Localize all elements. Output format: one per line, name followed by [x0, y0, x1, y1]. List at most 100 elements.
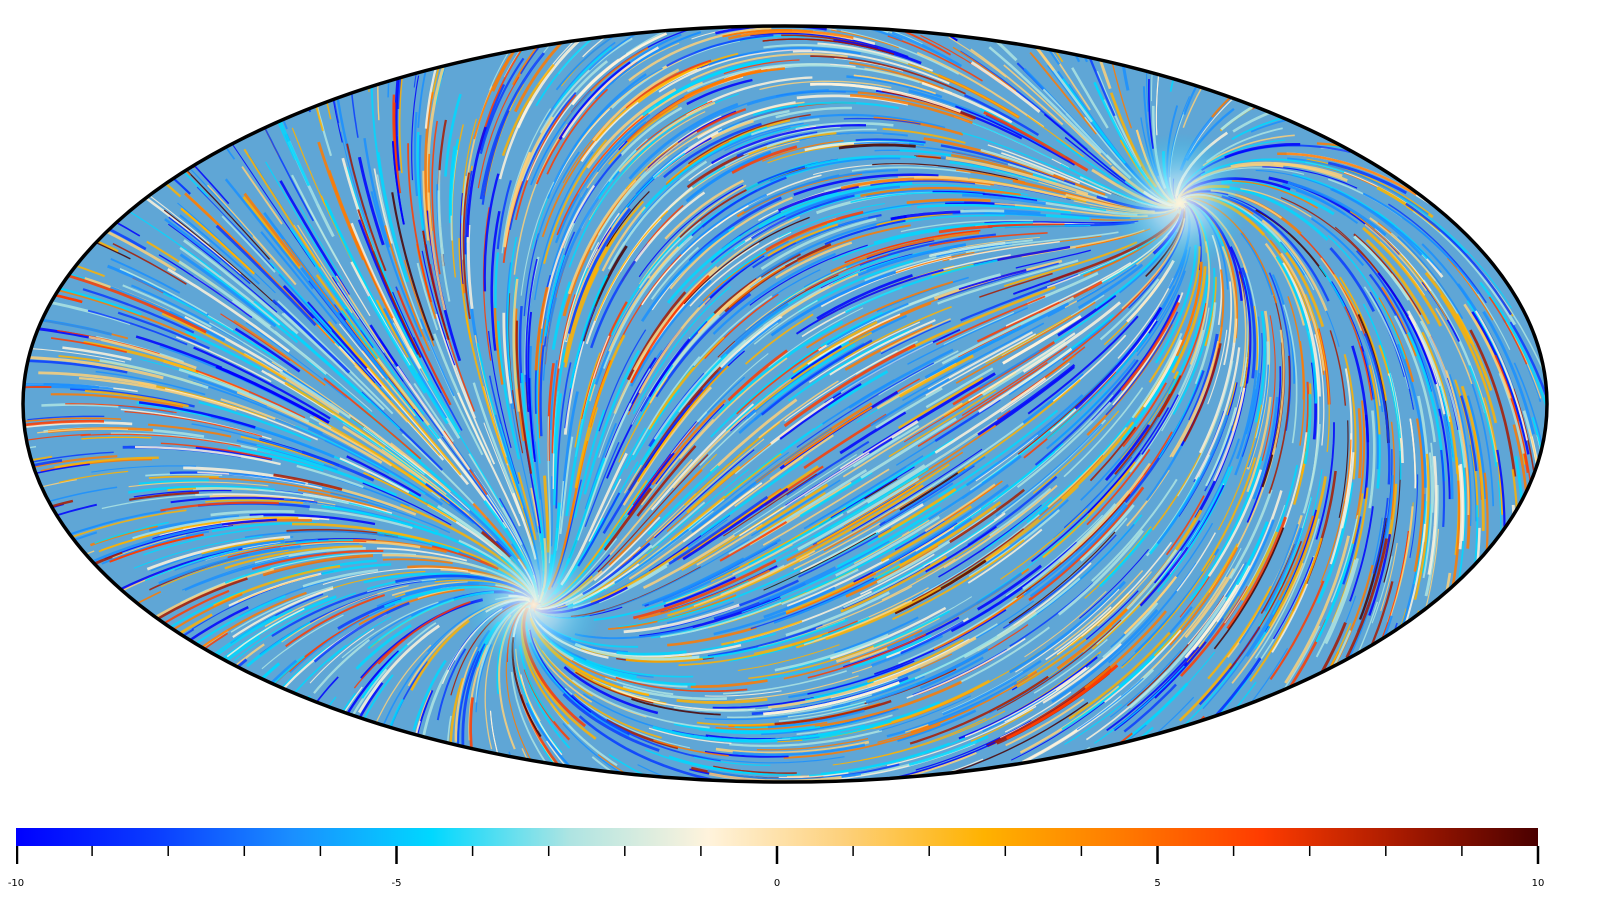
field-line — [179, 214, 260, 285]
field-line — [148, 423, 232, 438]
field-line — [924, 302, 1070, 379]
field-line — [181, 555, 289, 591]
field-line — [540, 247, 565, 344]
field-line — [230, 585, 334, 633]
field-line — [637, 764, 772, 782]
field-line — [245, 322, 348, 399]
field-line — [848, 302, 932, 343]
field-line — [944, 480, 1003, 522]
field-line — [233, 319, 326, 386]
field-line — [370, 191, 423, 338]
field-line — [632, 559, 777, 620]
field-line — [767, 709, 865, 729]
field-line — [249, 513, 376, 526]
field-line — [201, 538, 285, 555]
field-line — [555, 36, 613, 91]
field-line — [392, 94, 398, 172]
field-line — [262, 554, 374, 577]
field-line — [571, 32, 668, 106]
field-line — [943, 484, 1058, 569]
field-line — [1176, 532, 1217, 592]
field-line — [1033, 348, 1131, 441]
field-line — [830, 677, 898, 699]
field-line — [540, 184, 596, 329]
field-line — [1468, 375, 1495, 507]
field-line — [82, 60, 196, 169]
field-line — [750, 32, 909, 58]
field-line — [301, 450, 375, 482]
field-line — [27, 415, 105, 421]
field-line — [1368, 273, 1407, 335]
field-line — [1438, 385, 1455, 462]
field-line — [682, 487, 789, 561]
field-line — [867, 638, 964, 683]
field-line — [505, 661, 536, 769]
field-line — [980, 149, 1055, 176]
field-line — [163, 209, 277, 306]
field-line — [702, 318, 782, 391]
field-line — [601, 206, 646, 272]
field-line — [1374, 228, 1432, 292]
field-line — [784, 184, 901, 218]
field-line — [704, 750, 789, 758]
field-line — [638, 184, 744, 278]
field-line — [992, 224, 1091, 229]
field-line — [693, 295, 773, 367]
field-line — [1207, 329, 1228, 405]
field-line — [899, 354, 974, 398]
field-line — [712, 252, 837, 335]
field-line — [574, 642, 700, 661]
field-line — [473, 55, 511, 140]
field-line — [358, 588, 465, 626]
field-line — [1005, 514, 1104, 597]
field-line — [100, 525, 190, 551]
colorbar-ticks — [16, 846, 1540, 864]
field-line — [676, 697, 768, 704]
field-line — [1008, 580, 1126, 674]
field-line — [786, 557, 890, 608]
field-line — [1397, 195, 1513, 309]
field-line — [982, 340, 1067, 396]
field-line — [816, 463, 950, 545]
field-line — [289, 603, 396, 674]
field-line — [564, 207, 629, 340]
field-line — [646, 468, 750, 555]
field-line — [1003, 64, 1113, 166]
field-line — [177, 202, 276, 294]
field-line — [412, 659, 447, 731]
field-line — [1235, 521, 1269, 586]
field-line — [119, 268, 208, 315]
field-line — [1217, 404, 1263, 531]
field-line — [1409, 418, 1417, 489]
field-line — [376, 547, 468, 562]
field-line — [758, 566, 837, 604]
field-line — [107, 264, 209, 317]
field-line — [1131, 332, 1183, 419]
field-line — [807, 313, 901, 365]
field-line — [804, 253, 889, 291]
field-line — [1060, 421, 1135, 501]
field-line — [1252, 77, 1331, 110]
field-line — [840, 341, 934, 394]
field-line — [1277, 152, 1417, 196]
field-line — [449, 138, 460, 216]
field-line — [857, 243, 967, 277]
field-line — [1120, 301, 1180, 391]
field-line — [23, 459, 63, 491]
field-line — [436, 648, 467, 721]
field-line — [1022, 373, 1085, 424]
field-line — [575, 671, 654, 704]
field-line — [835, 515, 940, 577]
field-line — [750, 577, 874, 630]
field-line — [110, 646, 204, 735]
field-line — [797, 477, 920, 551]
field-line — [279, 370, 351, 419]
field-line — [752, 666, 822, 682]
field-line — [1068, 631, 1171, 720]
field-line — [767, 223, 839, 257]
field-line — [1272, 556, 1314, 640]
field-line — [774, 699, 892, 726]
field-line — [698, 240, 789, 308]
field-line — [1117, 277, 1175, 359]
field-line — [1246, 366, 1282, 523]
